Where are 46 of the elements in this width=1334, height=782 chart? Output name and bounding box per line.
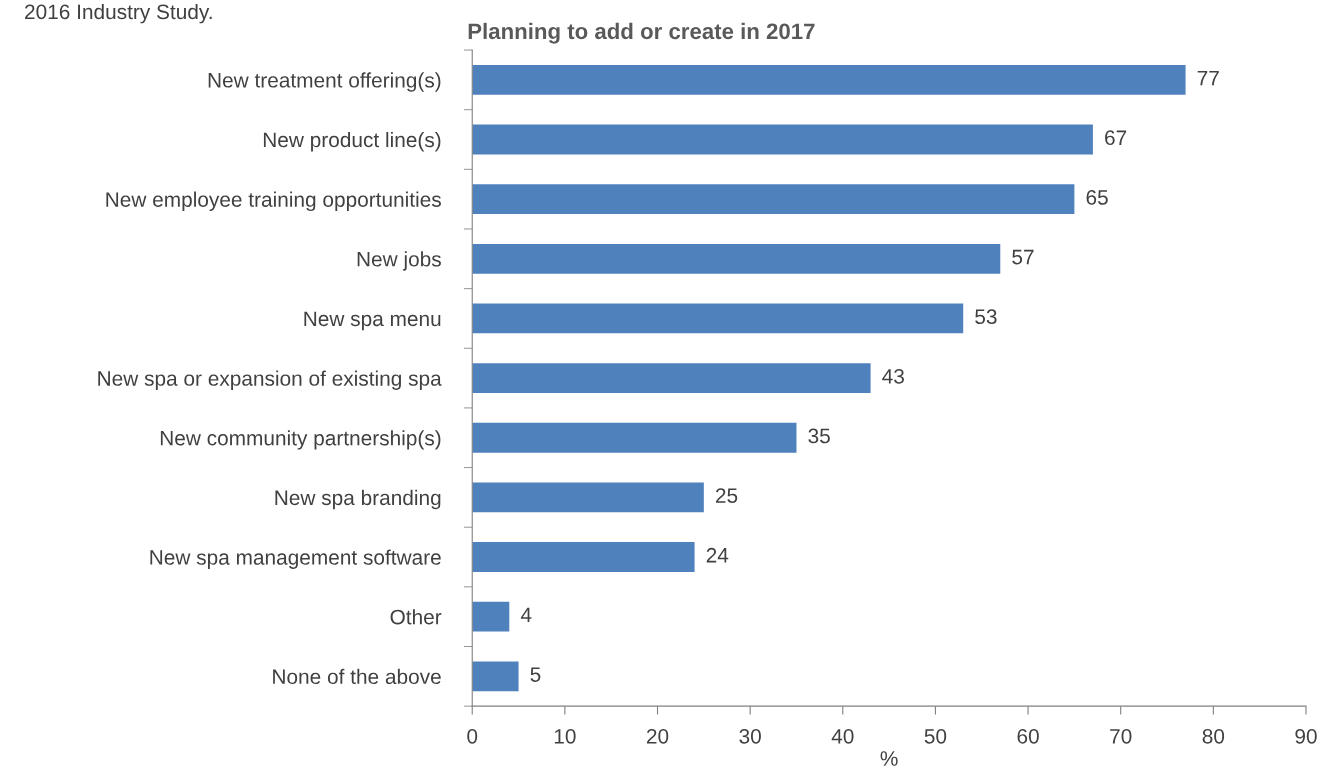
data-label: 43: [882, 368, 904, 384]
data-label: 77: [1197, 70, 1219, 86]
x-tick-label: 30: [739, 728, 761, 744]
data-label: 67: [1105, 130, 1127, 146]
y-tick-label: New spa branding: [275, 489, 441, 510]
bar: [472, 661, 519, 692]
bar: [472, 243, 1001, 274]
x-tick-label: 80: [1202, 728, 1225, 744]
y-tick-label: New spa or expansion of existing spa: [98, 370, 442, 390]
y-tick-label: Other: [390, 609, 442, 625]
bar: [472, 422, 797, 453]
data-label: 65: [1086, 190, 1108, 205]
y-tick-label: New spa menu: [304, 311, 441, 331]
x-tick-label: 90: [1295, 728, 1317, 744]
data-label: 4: [520, 607, 532, 623]
data-label: 53: [975, 309, 997, 325]
bar: [472, 64, 1186, 95]
data-label: 35: [808, 428, 830, 444]
y-tick-label: None of the above: [273, 668, 441, 685]
chart-title: Planning to add or create in 2017: [468, 22, 815, 44]
bar: [472, 542, 695, 572]
x-tick-label: 60: [1017, 728, 1039, 744]
data-label: 5: [530, 667, 541, 682]
x-tick-label: 0: [467, 728, 478, 744]
bar: [472, 303, 964, 334]
x-tick-label: 20: [646, 728, 669, 744]
bar: [472, 482, 704, 513]
x-tick-label: 10: [554, 728, 576, 744]
data-label: 57: [1012, 249, 1034, 265]
y-tick-label: New community partnership(s): [160, 430, 441, 450]
y-tick-label: New treatment offering(s): [208, 72, 441, 92]
data-label: 24: [706, 547, 729, 563]
y-tick-label: New spa management software: [150, 549, 441, 569]
x-axis-title: %: [880, 751, 898, 766]
y-tick-label: New jobs: [357, 251, 441, 271]
x-tick-label: 50: [924, 728, 947, 744]
data-label: 25: [715, 488, 738, 503]
bar: [472, 124, 1093, 155]
x-tick-label: 70: [1110, 728, 1132, 744]
bar: [472, 184, 1075, 215]
y-tick-label: New product line(s): [263, 131, 441, 152]
x-tick-label: 40: [831, 728, 854, 744]
bar: [472, 601, 510, 632]
y-tick-label: New employee training opportunities: [106, 191, 441, 212]
text: 2016 Industry Study.: [25, 3, 212, 24]
bar: [472, 363, 871, 394]
